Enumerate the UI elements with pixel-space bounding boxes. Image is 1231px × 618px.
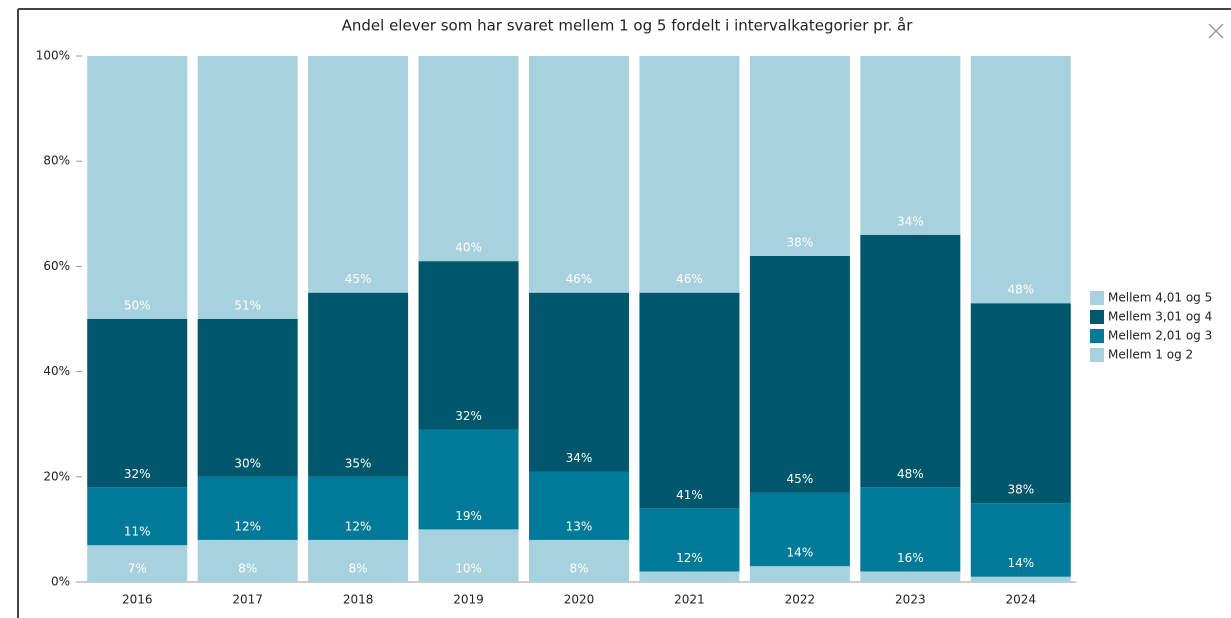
bar-segment xyxy=(970,576,1071,582)
bar-segment xyxy=(639,56,740,293)
data-label: 19% xyxy=(455,509,482,523)
x-tick-label: 2021 xyxy=(674,593,705,607)
bar-segment xyxy=(308,539,409,582)
bar-segment xyxy=(529,292,629,472)
data-label: 45% xyxy=(345,272,372,286)
x-tick-label: 2016 xyxy=(122,593,153,607)
bar-segment xyxy=(749,566,850,582)
legend-swatch xyxy=(1090,310,1104,324)
bar-segment xyxy=(970,56,1071,304)
x-tick-label: 2022 xyxy=(785,593,816,607)
bar-segment xyxy=(970,303,1071,504)
data-label: 34% xyxy=(566,451,593,465)
data-label: 14% xyxy=(1007,556,1034,570)
data-label: 12% xyxy=(234,519,261,533)
bar-segment xyxy=(87,319,188,488)
bar-segment xyxy=(418,261,519,430)
bar-segment xyxy=(749,255,850,493)
data-label: 35% xyxy=(345,456,372,470)
data-label: 14% xyxy=(787,546,814,560)
data-label: 48% xyxy=(897,467,924,481)
data-label: 8% xyxy=(349,562,368,576)
close-button[interactable] xyxy=(1208,23,1224,39)
bar-segment xyxy=(639,508,740,572)
bar-segment xyxy=(749,492,850,567)
data-label: 34% xyxy=(897,214,924,228)
bar-segment xyxy=(308,292,409,477)
legend-label: Mellem 1 og 2 xyxy=(1108,348,1193,362)
x-tick-label: 2020 xyxy=(564,593,595,607)
close-stroke xyxy=(1208,23,1224,39)
legend-swatch xyxy=(1090,329,1104,343)
x-tick-label: 2023 xyxy=(895,593,926,607)
data-label: 11% xyxy=(124,525,151,539)
x-tick-label: 2018 xyxy=(343,593,374,607)
data-label: 12% xyxy=(345,519,372,533)
legend-swatch xyxy=(1090,348,1104,362)
bar-segment xyxy=(860,56,961,235)
bar-segment xyxy=(970,503,1071,577)
bar-segment xyxy=(529,539,629,582)
data-label: 7% xyxy=(128,562,147,576)
x-tick-label: 2017 xyxy=(232,593,263,607)
y-tick-label: 0% xyxy=(51,575,70,589)
bar-segment xyxy=(749,56,850,256)
y-tick-label: 20% xyxy=(43,469,70,483)
data-label: 48% xyxy=(1007,283,1034,297)
bar-segment xyxy=(197,476,298,540)
data-label: 40% xyxy=(455,241,482,255)
bar-segment xyxy=(860,234,961,488)
data-label: 45% xyxy=(787,472,814,486)
data-label: 32% xyxy=(124,467,151,481)
bar-segment xyxy=(87,56,188,319)
data-label: 38% xyxy=(1007,483,1034,497)
bar-segment xyxy=(860,487,961,572)
data-label: 38% xyxy=(787,235,814,249)
data-label: 8% xyxy=(569,562,588,576)
chart-title: Andel elever som har svaret mellem 1 og … xyxy=(342,17,914,35)
data-label: 50% xyxy=(124,299,151,313)
bar-segment xyxy=(529,56,629,293)
data-label: 51% xyxy=(234,299,261,313)
x-tick-label: 2019 xyxy=(453,593,484,607)
bar-segment xyxy=(529,471,629,540)
data-label: 16% xyxy=(897,551,924,565)
data-label: 8% xyxy=(238,562,257,576)
y-tick-label: 80% xyxy=(43,154,70,168)
bar-segment xyxy=(197,56,298,320)
bar-segment xyxy=(418,529,519,582)
bar-segment xyxy=(308,476,409,540)
data-label: 41% xyxy=(676,488,703,502)
data-label: 10% xyxy=(455,562,482,576)
data-label: 13% xyxy=(566,519,593,533)
data-label: 46% xyxy=(676,272,703,286)
bar-segment xyxy=(860,571,961,582)
y-tick-label: 60% xyxy=(43,259,70,273)
bar-segment xyxy=(197,539,298,582)
data-label: 46% xyxy=(566,272,593,286)
bar-segment xyxy=(197,319,298,477)
legend-label: Mellem 3,01 og 4 xyxy=(1108,310,1212,324)
bar-segment xyxy=(418,429,519,530)
legend-label: Mellem 4,01 og 5 xyxy=(1108,291,1212,305)
y-tick-label: 40% xyxy=(43,364,70,378)
bar-segment xyxy=(639,292,740,509)
data-label: 32% xyxy=(455,409,482,423)
legend-label: Mellem 2,01 og 3 xyxy=(1108,329,1212,343)
data-label: 12% xyxy=(676,551,703,565)
bar-segment xyxy=(308,56,409,293)
bar-segment xyxy=(418,56,519,262)
legend-swatch xyxy=(1090,291,1104,305)
bar-segment xyxy=(639,571,740,582)
bar-segment xyxy=(87,487,188,546)
bars xyxy=(87,56,1071,582)
bar-segment xyxy=(87,545,188,582)
data-label: 30% xyxy=(234,456,261,470)
x-tick-label: 2024 xyxy=(1006,593,1037,607)
y-tick-label: 100% xyxy=(36,49,70,63)
